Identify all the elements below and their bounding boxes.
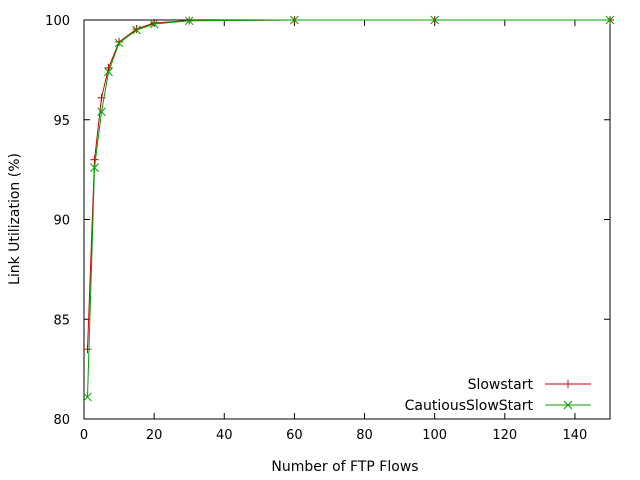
data-point-cautiousslowstart (430, 15, 440, 25)
x-tick-label: 60 (286, 428, 303, 443)
data-point-cautiousslowstart (83, 392, 92, 402)
y-tick-label: 85 (53, 313, 70, 328)
y-tick-label: 90 (53, 214, 70, 229)
x-tick-label: 20 (146, 428, 163, 443)
y-tick-label: 95 (53, 114, 70, 129)
legend-marker-cautiousslowstart (563, 400, 573, 410)
legend-label-slowstart: Slowstart (468, 377, 534, 393)
x-axis-label: Number of FTP Flows (271, 459, 418, 475)
x-tick-label: 80 (356, 428, 373, 443)
legend-marker-slowstart (564, 380, 572, 388)
x-tick-label: 120 (492, 428, 517, 443)
x-tick-label: 40 (216, 428, 233, 443)
series-line-slowstart (87, 19, 610, 350)
data-point-cautiousslowstart (90, 163, 99, 172)
x-tick-label: 140 (563, 428, 588, 443)
data-point-slowstart (83, 345, 92, 354)
data-point-cautiousslowstart (114, 38, 124, 48)
axis-ticks: 0 20 40 60 80 100 120 140 80 85 90 95 100 (45, 14, 610, 443)
series-group (83, 15, 615, 402)
y-tick-label: 80 (53, 413, 70, 428)
data-point-cautiousslowstart (149, 19, 159, 29)
data-point-cautiousslowstart (184, 16, 194, 26)
y-tick-label: 100 (45, 14, 70, 29)
x-tick-label: 100 (422, 428, 447, 443)
data-point-slowstart (150, 18, 159, 27)
y-axis-label: Link Utilization (%) (7, 153, 23, 285)
data-point-cautiousslowstart (97, 107, 106, 117)
data-point-cautiousslowstart (104, 67, 113, 77)
data-point-cautiousslowstart (605, 15, 615, 25)
legend: Slowstart CautiousSlowStart (405, 377, 591, 414)
legend-label-cautiousslowstart: CautiousSlowStart (405, 398, 534, 414)
x-tick-label: 0 (80, 428, 88, 443)
plot-frame (83, 19, 611, 420)
data-point-cautiousslowstart (290, 15, 299, 25)
data-point-slowstart (90, 155, 99, 164)
series-line-cautiousslowstart (87, 19, 610, 398)
data-point-cautiousslowstart (132, 25, 141, 35)
data-point-slowstart (115, 37, 124, 46)
